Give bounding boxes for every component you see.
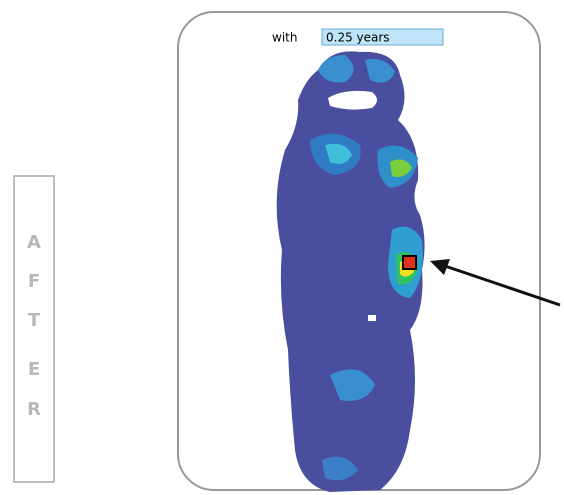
roi-marker xyxy=(403,256,416,269)
side-letter: E xyxy=(28,359,40,380)
side-letter: A xyxy=(27,232,41,253)
page: A F T E R with 0.25 years (() => { const… xyxy=(0,0,564,495)
caption-highlight: 0.25 years xyxy=(326,31,390,45)
side-letter: F xyxy=(28,271,40,292)
side-letter: R xyxy=(27,399,41,420)
screenshot: A F T E R with 0.25 years xyxy=(0,0,564,495)
side-letter: T xyxy=(28,310,41,331)
caption-prefix: with xyxy=(272,31,297,45)
gap xyxy=(368,315,376,321)
